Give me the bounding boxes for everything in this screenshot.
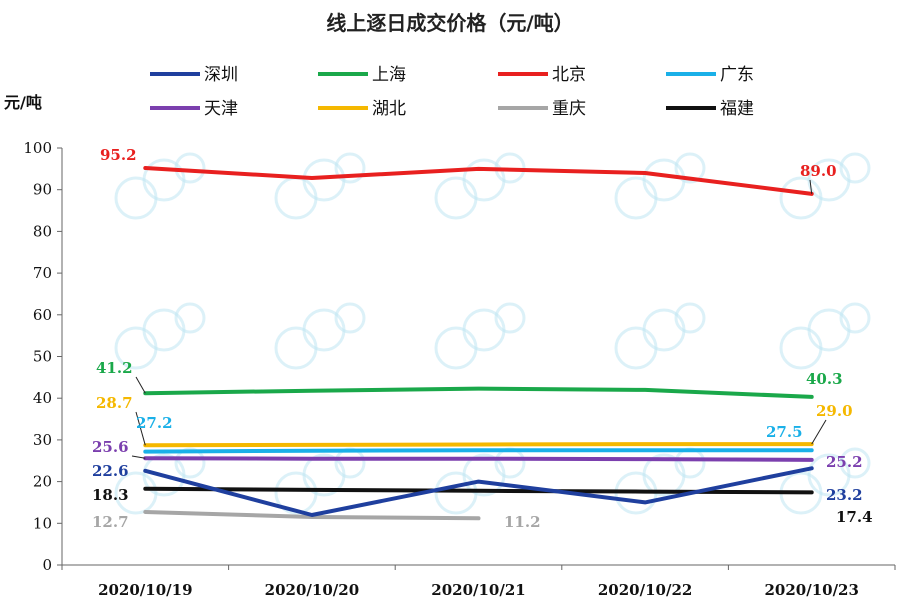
series-lines [145, 168, 811, 518]
data-label: 12.7 [92, 513, 129, 531]
y-tick-label: 60 [33, 306, 52, 324]
legend-item: 广东 [666, 65, 754, 85]
legend-label: 北京 [552, 65, 586, 85]
data-label-text: 95.2 [100, 146, 137, 164]
label-leader-line [812, 420, 826, 444]
y-tick-label: 50 [33, 348, 52, 366]
y-tick-label: 70 [33, 264, 52, 282]
legend-item: 深圳 [150, 65, 238, 85]
data-label: 95.2 [100, 146, 137, 164]
x-tick-label: 2020/10/23 [764, 581, 858, 599]
x-tick-label: 2020/10/22 [598, 581, 692, 599]
y-tick-label: 0 [42, 556, 52, 574]
data-label: 18.3 [92, 486, 129, 504]
series-line [145, 444, 811, 445]
label-leader-line [136, 377, 145, 393]
series-line [145, 389, 811, 397]
data-label: 17.4 [836, 508, 873, 526]
y-tick-label: 80 [33, 222, 52, 240]
data-label-text: 25.2 [826, 453, 863, 471]
watermark-logo [276, 154, 364, 218]
data-label-text: 40.3 [806, 370, 843, 388]
data-label: 27.2 [136, 414, 173, 432]
y-tick-label: 30 [33, 431, 52, 449]
x-tick-label: 2020/10/20 [265, 581, 359, 599]
y-tick-label: 10 [33, 514, 52, 532]
data-label-text: 17.4 [836, 508, 873, 526]
data-label-text: 29.0 [816, 402, 853, 420]
y-tick-label: 100 [23, 139, 52, 157]
legend-label: 上海 [372, 65, 406, 85]
watermark-logo [616, 154, 704, 218]
legend-label: 天津 [204, 99, 238, 119]
y-tick-label: 20 [33, 473, 52, 491]
legend-label: 深圳 [204, 65, 238, 85]
legend-label: 广东 [720, 65, 754, 85]
data-label: 27.5 [766, 423, 803, 441]
chart-title: 线上逐日成交价格（元/吨） [326, 11, 573, 35]
watermark-logo [276, 304, 364, 368]
data-label-text: 27.5 [766, 423, 803, 441]
watermark-logo [436, 154, 524, 218]
y-tick-label: 40 [33, 389, 52, 407]
watermark-logo [616, 304, 704, 368]
legend-item: 上海 [318, 65, 406, 85]
data-label-text: 89.0 [800, 162, 837, 180]
data-label-text: 11.2 [504, 513, 541, 531]
legend-item: 重庆 [498, 99, 586, 119]
watermark-logo [781, 304, 869, 368]
series-line [145, 168, 811, 194]
data-label-text: 18.3 [92, 486, 129, 504]
legend-item: 北京 [498, 65, 586, 85]
y-axis-label: 元/吨 [4, 93, 42, 112]
data-label-text: 22.6 [92, 462, 129, 480]
data-label-text: 41.2 [96, 359, 133, 377]
data-label-text: 28.7 [96, 394, 133, 412]
series-line [145, 450, 811, 451]
data-label: 23.2 [826, 486, 863, 504]
data-label: 22.6 [92, 462, 129, 480]
y-tick-label: 90 [33, 181, 52, 199]
data-label: 25.2 [826, 453, 863, 471]
x-tick-label: 2020/10/19 [98, 581, 192, 599]
legend-label: 福建 [720, 99, 754, 119]
data-label-text: 27.2 [136, 414, 173, 432]
series-line [145, 458, 811, 460]
data-label: 11.2 [504, 513, 541, 531]
x-tick-label: 2020/10/21 [431, 581, 525, 599]
data-label-text: 23.2 [826, 486, 863, 504]
data-label: 40.3 [806, 370, 843, 388]
legend-item: 福建 [666, 99, 754, 119]
data-label: 29.0 [812, 402, 853, 444]
watermark-logo [436, 304, 524, 368]
data-label: 41.2 [96, 359, 145, 393]
legend-label: 重庆 [552, 99, 586, 119]
label-leader-line [132, 456, 145, 458]
data-label-text: 25.6 [92, 438, 129, 456]
legend-item: 天津 [150, 99, 238, 119]
legend-item: 湖北 [318, 99, 406, 119]
data-labels: 95.2 89.0 41.2 40.3 28.7 29.0 27.2 27.5 25.6 25.2… [92, 146, 873, 531]
data-label: 25.6 [92, 438, 145, 458]
data-label-text: 12.7 [92, 513, 129, 531]
legend-label: 湖北 [372, 99, 406, 119]
line-chart: 线上逐日成交价格（元/吨） 元/吨 深圳 上海 北京 广东天津 湖北 重庆 福建 0 10 20… [0, 0, 900, 612]
